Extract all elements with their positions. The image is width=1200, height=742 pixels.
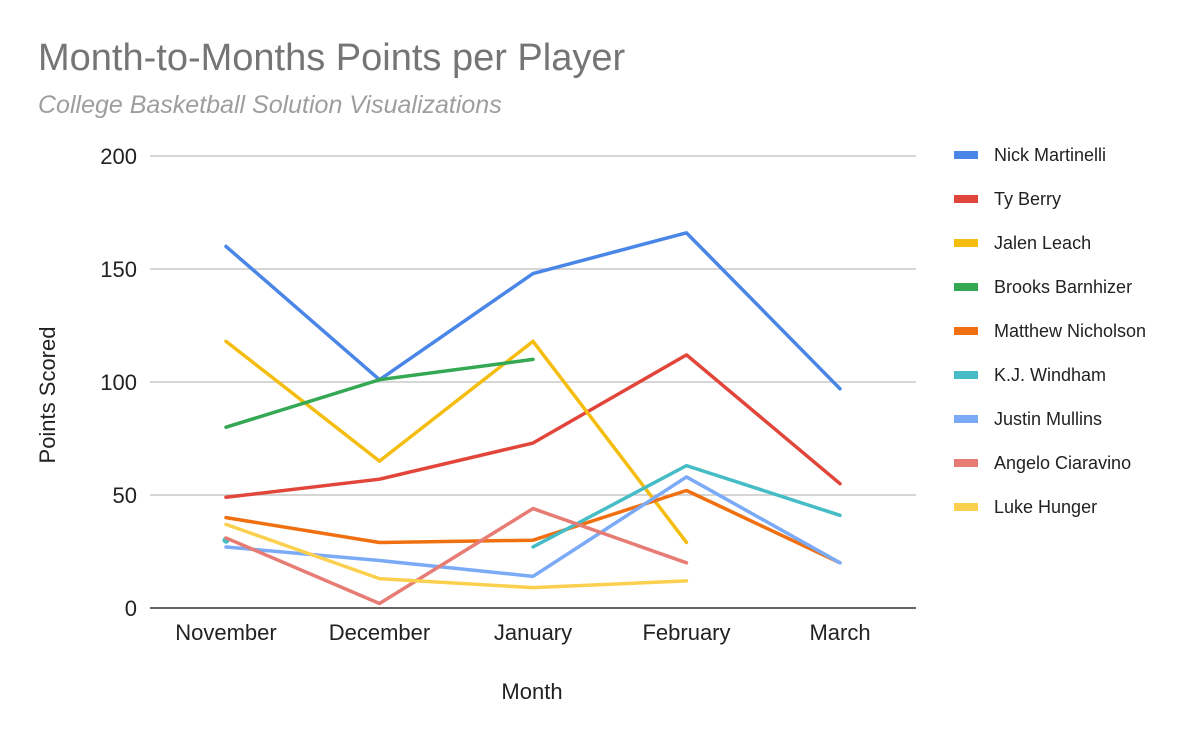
legend-swatch xyxy=(954,239,978,247)
y-axis-ticks: 0 50 100 150 200 xyxy=(100,144,137,621)
legend-swatch xyxy=(954,151,978,159)
y-tick-label: 200 xyxy=(100,144,137,169)
series-line xyxy=(224,506,689,606)
series-line xyxy=(531,463,842,549)
legend-item[interactable]: Nick Martinelli xyxy=(954,145,1106,165)
legend-swatch xyxy=(954,371,978,379)
legend-swatch xyxy=(954,327,978,335)
series-ty-berry xyxy=(224,353,842,500)
x-axis-ticks: November December January February March xyxy=(175,620,870,645)
legend-item[interactable]: Jalen Leach xyxy=(954,233,1091,253)
series-line xyxy=(224,488,842,565)
series-line xyxy=(224,353,842,500)
legend-item[interactable]: Matthew Nicholson xyxy=(954,321,1146,341)
legend-label: Justin Mullins xyxy=(994,409,1102,429)
series-matthew-nicholson xyxy=(224,488,842,565)
series-line xyxy=(224,475,842,579)
series-justin-mullins xyxy=(224,475,842,579)
legend-label: Luke Hunger xyxy=(994,497,1097,517)
legend-swatch xyxy=(954,415,978,423)
legend-item[interactable]: Brooks Barnhizer xyxy=(954,277,1132,297)
series-brooks-barnhizer xyxy=(224,357,535,429)
y-tick-label: 100 xyxy=(100,370,137,395)
legend-item[interactable]: Luke Hunger xyxy=(954,497,1097,517)
x-tick-label: February xyxy=(642,620,730,645)
legend-label: Angelo Ciaravino xyxy=(994,453,1131,473)
series-lines xyxy=(222,231,842,606)
series-line xyxy=(224,357,535,429)
series-luke-hunger xyxy=(224,522,689,590)
legend-label: Nick Martinelli xyxy=(994,145,1106,165)
series-line xyxy=(224,231,842,391)
series-angelo-ciaravino xyxy=(224,506,689,606)
legend-label: K.J. Windham xyxy=(994,365,1106,385)
chart-title: Month-to-Months Points per Player xyxy=(38,37,625,79)
y-tick-label: 150 xyxy=(100,257,137,282)
legend-swatch xyxy=(954,503,978,511)
legend-label: Ty Berry xyxy=(994,189,1061,209)
legend-swatch xyxy=(954,459,978,467)
y-axis-title: Points Scored xyxy=(35,327,60,464)
series-jalen-leach xyxy=(224,339,689,545)
legend-item[interactable]: Angelo Ciaravino xyxy=(954,453,1131,473)
y-tick-label: 0 xyxy=(125,596,137,621)
legend-label: Jalen Leach xyxy=(994,233,1091,253)
x-axis-title: Month xyxy=(501,679,562,704)
x-tick-label: March xyxy=(809,620,870,645)
legend-item[interactable]: Ty Berry xyxy=(954,189,1061,209)
legend: Nick Martinelli Ty Berry Jalen Leach Brooks… xyxy=(954,145,1146,517)
series-nick-martinelli xyxy=(224,231,842,391)
x-tick-label: January xyxy=(494,620,572,645)
chart-subtitle: College Basketball Solution Visualizatio… xyxy=(38,91,502,119)
series-line xyxy=(224,522,689,590)
legend-label: Matthew Nicholson xyxy=(994,321,1146,341)
legend-swatch xyxy=(954,283,978,291)
legend-item[interactable]: K.J. Windham xyxy=(954,365,1106,385)
series-k-j-windham xyxy=(222,463,842,549)
legend-label: Brooks Barnhizer xyxy=(994,277,1132,297)
y-tick-label: 50 xyxy=(113,483,137,508)
legend-item[interactable]: Justin Mullins xyxy=(954,409,1102,429)
legend-swatch xyxy=(954,195,978,203)
x-tick-label: November xyxy=(175,620,276,645)
series-line xyxy=(224,339,689,545)
x-tick-label: December xyxy=(329,620,430,645)
